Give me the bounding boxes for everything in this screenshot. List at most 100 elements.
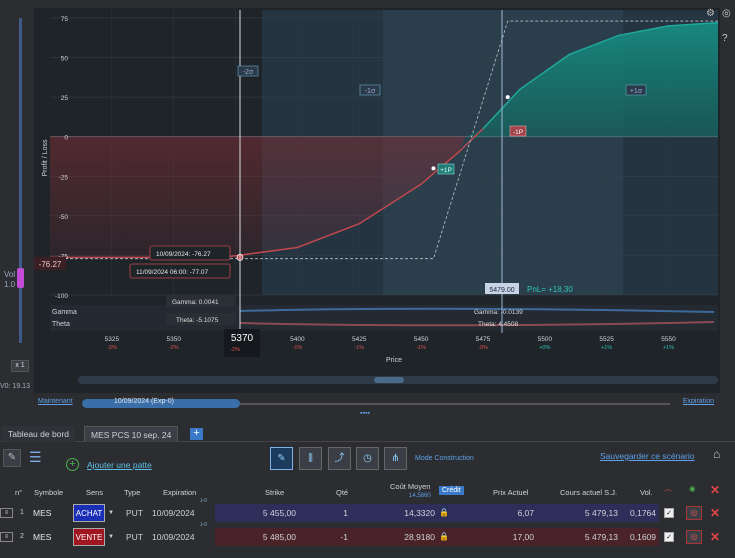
- col-strike: Strike: [265, 488, 285, 497]
- svg-text:-2%: -2%: [230, 347, 240, 353]
- add-leg-icon[interactable]: +: [66, 458, 79, 471]
- x-tick-pct: +1%: [663, 345, 674, 351]
- zoom-button[interactable]: x 1: [11, 360, 29, 372]
- chart-side-icons: ◎ ?: [722, 8, 735, 58]
- payoff-chart[interactable]: 75 50 25 0 -25 -50 -75 -100 5325 -3% 5350 -2% 5400 -…: [34, 8, 720, 393]
- row-vol: 0,1609: [630, 532, 656, 542]
- vol-value: 1.0: [4, 280, 16, 289]
- x-tick-label: 5550: [661, 336, 676, 343]
- svg-text:10/09/2024: -76.27: 10/09/2024: -76.27: [156, 251, 211, 258]
- lock-icon[interactable]: 🔒: [439, 532, 449, 541]
- table-row: ≡ 2 MES VENTE ▼ PUT 10/09/2024 J-0 5 485…: [0, 522, 735, 550]
- payoff-curve-profit: [482, 21, 719, 130]
- sigma-label-minus1: -1σ: [359, 84, 381, 96]
- svg-text:+1σ: +1σ: [630, 88, 643, 95]
- row-type[interactable]: PUT: [126, 508, 143, 518]
- time-slider-track[interactable]: [240, 403, 670, 405]
- gamma-label: Gamma: [52, 309, 77, 316]
- expiration-link[interactable]: Expiration: [682, 398, 714, 405]
- row-strike[interactable]: 5 485,00: [262, 532, 296, 542]
- now-link[interactable]: Maintenant: [38, 398, 73, 405]
- chevron-down-icon[interactable]: ▼: [108, 510, 114, 516]
- eye-off-icon[interactable]: ◎: [686, 530, 702, 544]
- lock-icon[interactable]: 🔒: [439, 508, 449, 517]
- marker-minus1p[interactable]: -1P: [509, 125, 527, 137]
- row-menu-icon[interactable]: ≡: [0, 532, 13, 542]
- row-side-select[interactable]: VENTE: [73, 528, 105, 546]
- col-vol: Vol.: [640, 488, 653, 497]
- delete-icon[interactable]: ✕: [710, 506, 721, 520]
- share-icon[interactable]: ⋔: [384, 447, 407, 470]
- x-tick-pct: +0%: [539, 345, 550, 351]
- time-slider[interactable]: Maintenant 10/09/2024 (Exp-0) Expiration: [34, 397, 720, 411]
- sliders-icon[interactable]: ⫼: [299, 447, 322, 470]
- tws-icon[interactable]: ⤴: [328, 447, 351, 470]
- vol-label: Vol 1.0: [4, 270, 16, 289]
- vol-slider-handle[interactable]: [17, 268, 24, 288]
- spot-price-badge: 5479.00: [485, 283, 519, 294]
- col-smile-icon[interactable]: ⌒: [664, 489, 672, 498]
- eye-off-icon[interactable]: ◎: [686, 506, 702, 520]
- panel-resize-handle[interactable]: ▪▪▪▪: [360, 410, 370, 417]
- menu-icon[interactable]: ☰: [29, 449, 42, 465]
- row-checkbox[interactable]: ✓: [664, 508, 674, 518]
- tooltip-next-value: 11/09/2024 06:00: -77.07: [129, 263, 231, 279]
- chevron-down-icon[interactable]: ▼: [108, 534, 114, 540]
- x-tick-label: 5325: [105, 336, 120, 343]
- legs-table: n° Symbole Sens Type Expiration Strike Q…: [0, 480, 735, 550]
- row-side-select[interactable]: ACHAT: [73, 504, 105, 522]
- col-delete-icon[interactable]: ✕: [710, 483, 721, 497]
- x-tick-pct: -1%: [416, 345, 426, 351]
- row-checkbox[interactable]: ✓: [664, 532, 674, 542]
- pin-icon[interactable]: ✎: [3, 449, 21, 467]
- marker-plus1p[interactable]: +1P: [437, 163, 455, 175]
- row-qty[interactable]: -1: [340, 532, 348, 542]
- svg-text:-1P: -1P: [513, 129, 523, 136]
- row-strike[interactable]: 5 455,00: [262, 508, 296, 518]
- y-tick-label: -50: [59, 214, 69, 221]
- left-value-badge: -76.27: [34, 257, 66, 270]
- y-axis-label: Profit / Loss: [42, 139, 49, 176]
- col-type: Type: [124, 488, 141, 497]
- x-tick-label: 5350: [166, 336, 181, 343]
- vol-readout: V0: 19.13: [0, 383, 30, 390]
- payoff-chart-svg[interactable]: 75 50 25 0 -25 -50 -75 -100 5325 -3% 5350 -2% 5400 -…: [34, 8, 720, 393]
- row-vol: 0,1764: [630, 508, 656, 518]
- row-cost[interactable]: 28,9180: [404, 532, 435, 542]
- build-mode-icon[interactable]: ✎: [270, 447, 293, 470]
- row-type[interactable]: PUT: [126, 532, 143, 542]
- col-eye-icon[interactable]: ◉: [689, 484, 696, 493]
- table-header: n° Symbole Sens Type Expiration Strike Q…: [0, 480, 735, 502]
- add-tab-button[interactable]: +: [190, 428, 203, 440]
- vol-slider-track[interactable]: [19, 18, 22, 343]
- strategy-toolbar: ✎ ☰ + Ajouter une patte ✎ ⫼ ⤴ ◷ ⋔ Mode C…: [0, 443, 735, 479]
- svg-text:-2σ: -2σ: [243, 69, 254, 76]
- tab-dashboard[interactable]: Tableau de bord: [2, 426, 75, 442]
- save-scenario-link[interactable]: Sauvegarder ce scénario: [600, 451, 695, 461]
- tab-mes-pcs[interactable]: MES PCS 10 sep. 24: [84, 426, 179, 442]
- camera-icon[interactable]: ⌂: [713, 447, 721, 461]
- row-spot: 5 479,13: [584, 508, 618, 518]
- row-menu-icon[interactable]: ≡: [0, 508, 13, 518]
- delete-icon[interactable]: ✕: [710, 530, 721, 544]
- col-expiry: Expiration: [163, 488, 197, 497]
- sigma-label-plus1: +1σ: [625, 84, 647, 96]
- svg-text:-1σ: -1σ: [365, 88, 376, 95]
- spot-greeks: Gamma: -0.0139 Theta: 4.4508: [474, 309, 523, 328]
- row-num: 1: [20, 509, 24, 516]
- y-tick-label: 50: [61, 56, 69, 63]
- time-slider-fill[interactable]: [82, 399, 240, 408]
- row-expiry[interactable]: 10/09/2024: [152, 508, 195, 518]
- col-qty: Qté: [336, 488, 349, 497]
- row-qty[interactable]: 1: [343, 508, 348, 518]
- add-leg-link[interactable]: Ajouter une patte: [87, 460, 152, 470]
- settings-icon[interactable]: ⚙: [706, 8, 715, 19]
- gamma-spot: Gamma: -0.0139: [474, 309, 523, 316]
- target-icon[interactable]: ◎: [722, 8, 731, 19]
- chart-scrollbar-thumb[interactable]: [374, 377, 404, 383]
- row-cost[interactable]: 14,3320: [404, 508, 435, 518]
- help-icon[interactable]: ?: [722, 33, 728, 44]
- row-expiry[interactable]: 10/09/2024: [152, 532, 195, 542]
- history-icon[interactable]: ◷: [356, 447, 379, 470]
